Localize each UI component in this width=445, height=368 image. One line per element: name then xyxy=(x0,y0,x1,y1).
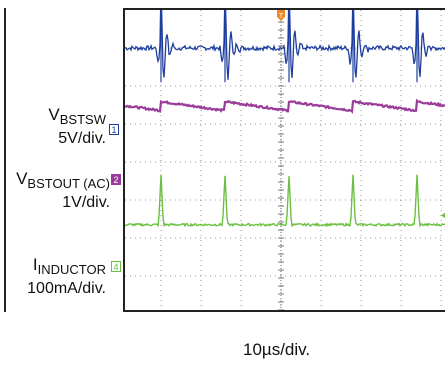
channel2-name-sub: BSTOUT (AC) xyxy=(27,176,110,191)
channel2-scale: 1V/div. xyxy=(62,194,110,211)
channel2-label: VBSTOUT (AC) 1V/div. xyxy=(2,170,110,212)
oscilloscope-plot: T xyxy=(123,8,445,312)
trace-vbstsw xyxy=(125,10,445,80)
channel1-name-sub: BSTSW xyxy=(59,112,106,127)
channel4-name-main: I xyxy=(32,255,38,274)
oscilloscope-canvas: T xyxy=(125,10,445,310)
adjacent-plot-frame xyxy=(0,8,6,312)
channel2-name-main: V xyxy=(16,169,28,188)
channel2-marker: 2 xyxy=(111,174,121,185)
trace-iinductor xyxy=(125,174,445,228)
trigger-marker-icon xyxy=(277,10,285,21)
channel4-label: IINDUCTOR 100mA/div. xyxy=(4,256,106,298)
channel1-scale: 5V/div. xyxy=(58,130,106,147)
channel4-name-sub: INDUCTOR xyxy=(37,262,106,277)
time-scale-label: 10µs/div. xyxy=(243,340,311,359)
channel1-name-main: V xyxy=(48,105,60,124)
channel4-ground-marker-icon xyxy=(441,212,445,219)
trace-vbstout xyxy=(125,98,445,114)
trigger-marker-label: T xyxy=(279,13,284,20)
channel1-marker: 1 xyxy=(109,124,119,135)
channel4-scale: 100mA/div. xyxy=(27,280,106,297)
channel4-marker: 4 xyxy=(111,261,121,272)
channel1-label: VBSTSW 5V/div. xyxy=(4,106,106,148)
